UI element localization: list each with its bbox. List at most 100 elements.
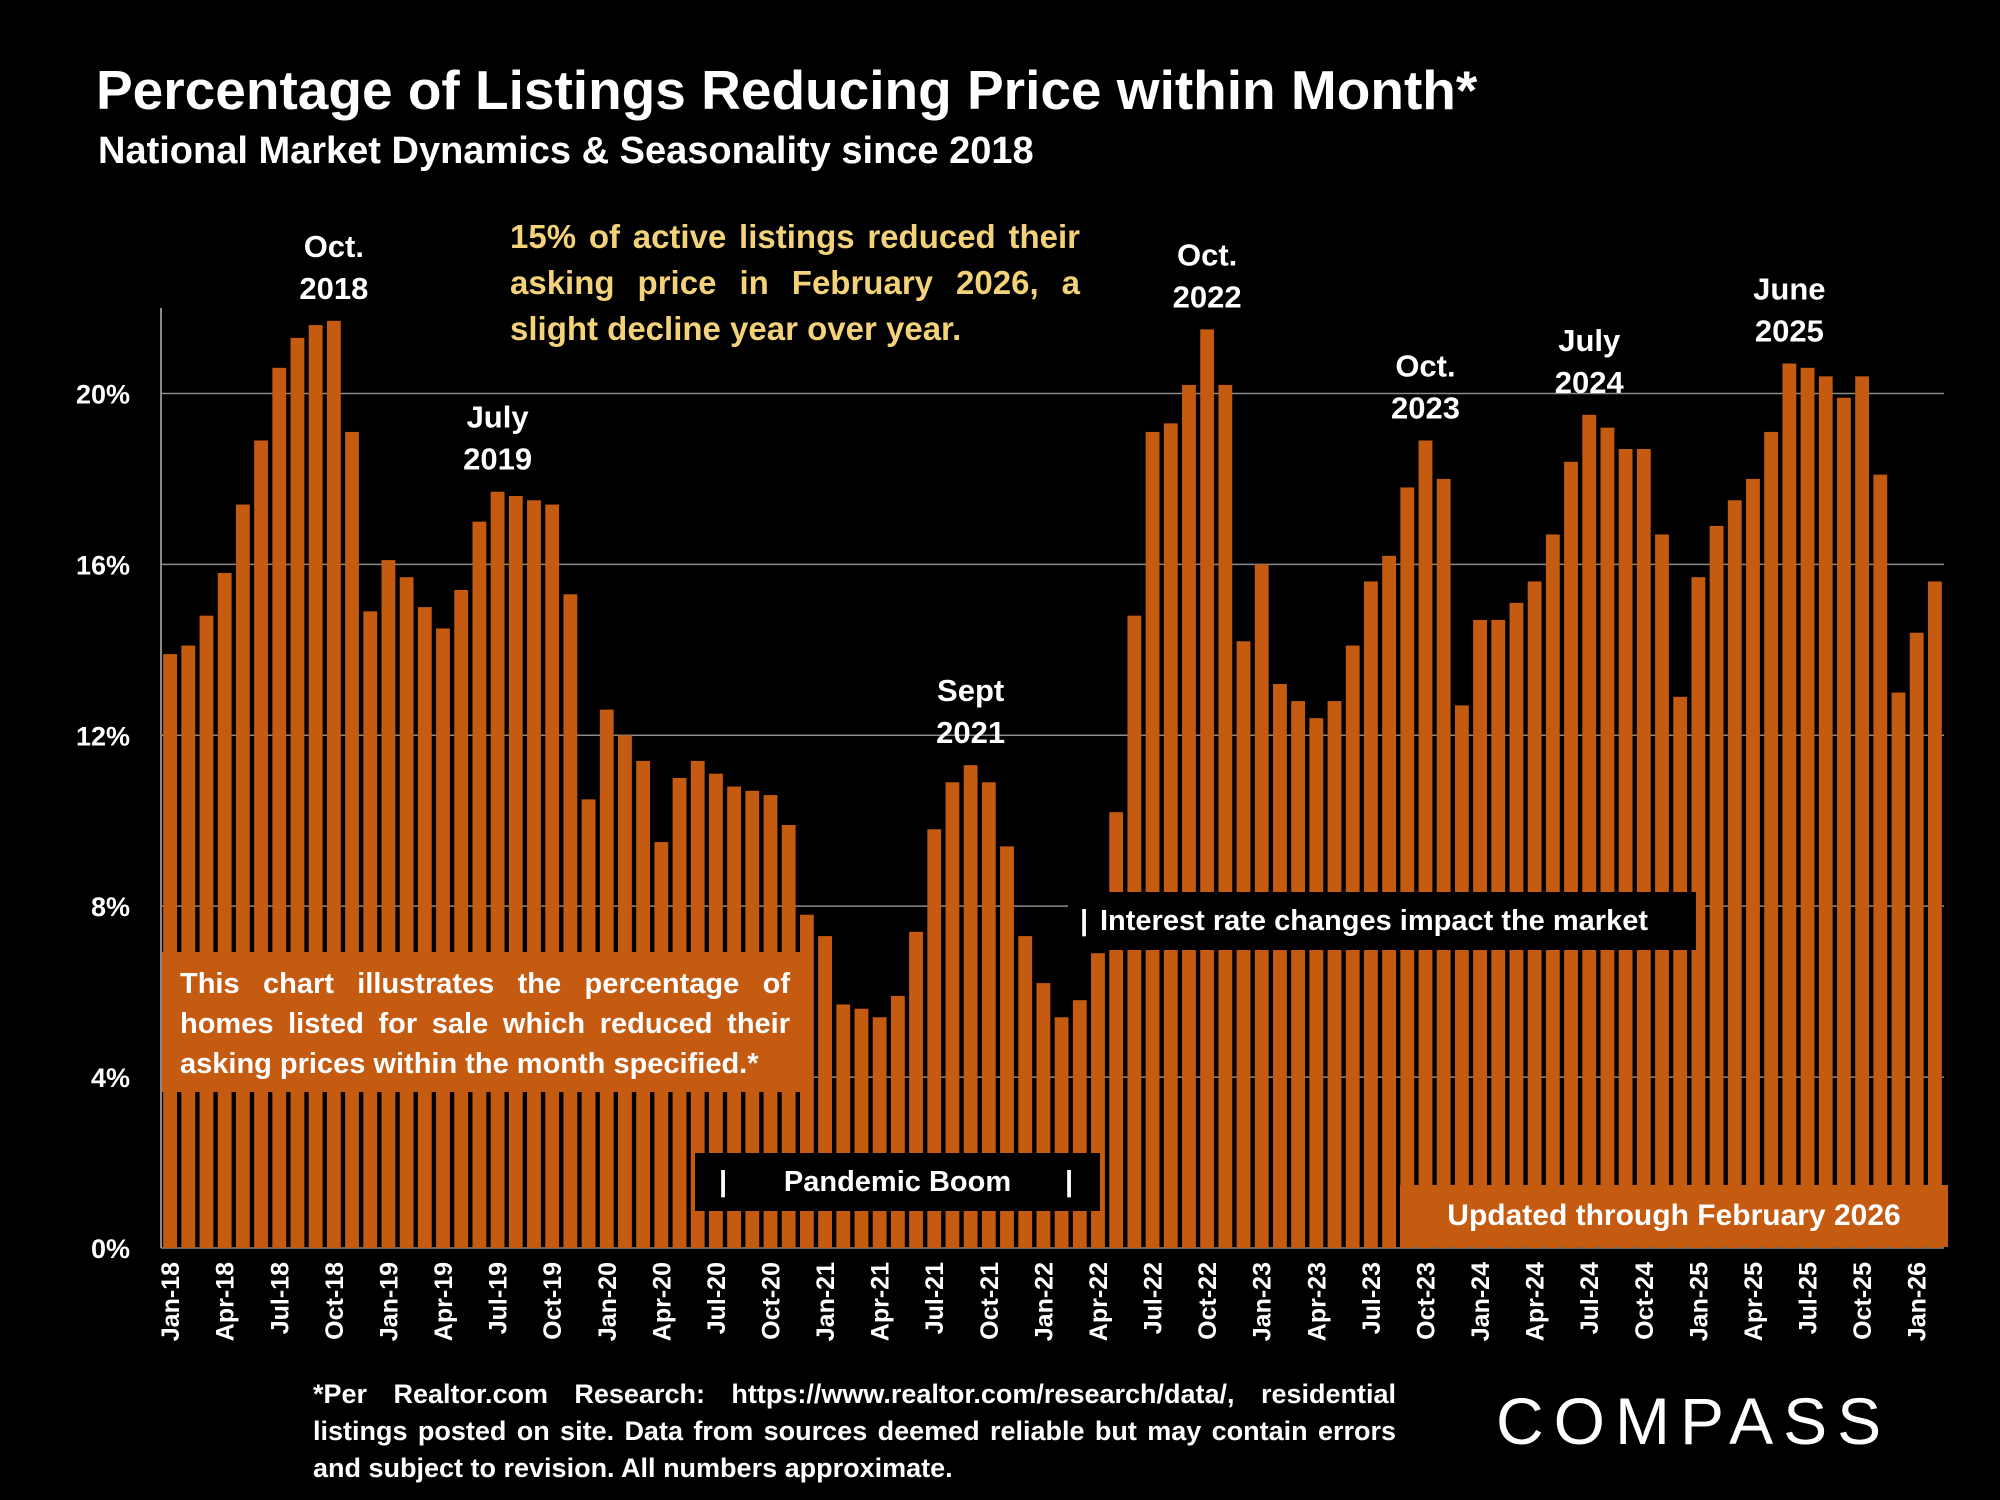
- pandemic-start-bracket: |: [719, 1166, 728, 1198]
- bar-Oct-25: [1855, 376, 1870, 1248]
- peak-annotation-Sep-21: Sept: [937, 673, 1004, 708]
- x-tick-label: Apr-24: [1522, 1262, 1550, 1341]
- peak-annotation-Jul-19: July: [467, 400, 530, 435]
- bar-May-19: [454, 590, 469, 1248]
- chart-subtitle: National Market Dynamics & Seasonality s…: [98, 130, 1034, 172]
- source-footnote: *Per Realtor.com Research: https://www.r…: [313, 1379, 1396, 1483]
- bar-Feb-21: [836, 1004, 851, 1248]
- explainer-text: This chart illustrates the percentage of…: [180, 968, 790, 1080]
- bar-Jul-18: [272, 367, 287, 1248]
- bar-Jul-22: [1145, 431, 1160, 1249]
- bar-Feb-18: [181, 645, 196, 1248]
- bar-Feb-22: [1054, 1017, 1069, 1248]
- bar-Dec-23: [1454, 705, 1469, 1248]
- bar-Nov-21: [1000, 846, 1014, 1248]
- updated-through-badge: Updated through February 2026: [1400, 1185, 1948, 1247]
- bar-Oct-22: [1200, 329, 1215, 1248]
- bar-Aug-24: [1600, 427, 1615, 1248]
- peak-annotation-Sep-21: 2021: [936, 715, 1005, 750]
- x-tick-label: Jan-24: [1467, 1262, 1495, 1341]
- bar-Apr-21: [872, 1017, 887, 1248]
- bar-Mar-18: [199, 615, 214, 1248]
- peak-annotation-Jul-24: July: [1558, 323, 1621, 358]
- bar-Sep-22: [1182, 384, 1196, 1249]
- compass-logo: COMPASS: [1496, 1384, 1892, 1458]
- x-tick-label: Apr-23: [1303, 1262, 1331, 1341]
- x-tick-label: Oct-19: [539, 1262, 567, 1340]
- bar-Aug-18: [290, 337, 305, 1249]
- x-tick-label: Oct-23: [1412, 1262, 1440, 1340]
- y-tick-label: 4%: [91, 1063, 130, 1093]
- peak-annotation-Jul-24: 2024: [1555, 365, 1625, 400]
- x-tick-label: Jul-25: [1795, 1262, 1823, 1334]
- bar-Jan-19: [381, 560, 396, 1248]
- x-tick-label: Jan-19: [375, 1262, 403, 1341]
- bar-Feb-26: [1927, 581, 1942, 1248]
- x-tick-label: Apr-21: [867, 1262, 895, 1341]
- chart-title: Percentage of Listings Reducing Price wi…: [96, 59, 1478, 121]
- peak-annotation-Oct-23: 2023: [1391, 390, 1460, 425]
- headline-callout: 15% of active listings reduced their ask…: [510, 218, 1080, 347]
- bar-Nov-22: [1218, 384, 1233, 1249]
- interest-rate-label: Interest rate changes impact the market: [1100, 905, 1648, 937]
- bar-Oct-21: [981, 782, 996, 1248]
- x-tick-label: Jul-21: [921, 1262, 949, 1334]
- bar-Nov-23: [1436, 478, 1451, 1249]
- x-tick-label: Oct-18: [321, 1262, 349, 1340]
- bar-Feb-19: [399, 577, 414, 1248]
- x-tick-label: Jul-22: [1140, 1262, 1168, 1334]
- peak-annotation-Oct-22: 2022: [1173, 279, 1242, 314]
- x-tick-label: Jan-22: [1030, 1262, 1058, 1341]
- bar-Sep-23: [1400, 487, 1415, 1248]
- x-tick-label: Apr-22: [1085, 1262, 1113, 1341]
- bar-Mar-21: [854, 1008, 869, 1248]
- bar-Aug-19: [508, 496, 523, 1248]
- bar-Jul-24: [1582, 414, 1597, 1248]
- bar-May-18: [235, 504, 250, 1249]
- bar-Apr-19: [436, 628, 450, 1248]
- y-tick-label: 16%: [76, 550, 130, 580]
- bar-Mar-23: [1291, 701, 1306, 1248]
- x-tick-label: Oct-25: [1849, 1262, 1877, 1340]
- x-tick-label: Oct-22: [1194, 1262, 1222, 1340]
- bar-Mar-19: [417, 607, 432, 1248]
- bar-Oct-24: [1636, 449, 1651, 1248]
- bar-Dec-24: [1673, 696, 1688, 1248]
- interest-rate-bracket: |: [1080, 905, 1089, 937]
- bar-Nov-24: [1655, 534, 1669, 1248]
- x-tick-label: Jul-24: [1576, 1262, 1604, 1334]
- x-tick-label: Apr-19: [430, 1262, 458, 1341]
- x-tick-label: Jul-20: [703, 1262, 731, 1334]
- x-tick-label: Jan-26: [1904, 1262, 1932, 1341]
- peak-annotation-Jun-25: 2025: [1755, 314, 1824, 349]
- bar-Jun-25: [1782, 363, 1797, 1249]
- peak-annotation-Oct-18: Oct.: [304, 229, 364, 264]
- bar-Sep-25: [1837, 397, 1851, 1248]
- explainer-box: This chart illustrates the percentage of…: [162, 952, 812, 1092]
- bar-Jan-18: [163, 654, 178, 1248]
- pandemic-boom-box: | Pandemic Boom |: [695, 1153, 1100, 1211]
- peak-annotation-Oct-23: Oct.: [1395, 348, 1455, 383]
- x-tick-label: Oct-20: [757, 1262, 785, 1340]
- bar-Jun-19: [472, 521, 487, 1248]
- bar-Nov-18: [345, 431, 359, 1249]
- x-tick-label: Oct-24: [1631, 1262, 1659, 1340]
- peak-annotation-Oct-22: Oct.: [1177, 237, 1237, 272]
- bar-May-23: [1327, 701, 1342, 1248]
- bar-Dec-25: [1891, 692, 1906, 1248]
- bar-Jun-24: [1564, 461, 1578, 1248]
- pandemic-boom-label: Pandemic Boom: [783, 1166, 1012, 1198]
- bar-May-22: [1109, 812, 1124, 1248]
- x-tick-label: Jan-23: [1249, 1262, 1277, 1341]
- bar-Mar-25: [1727, 500, 1742, 1249]
- peak-annotations: Oct. 2018 July 2019 Sept 2021 Oct. 2022 Oct. 2023…: [299, 229, 1825, 750]
- y-tick-label: 0%: [91, 1234, 130, 1264]
- x-tick-label: Jul-19: [485, 1262, 513, 1334]
- bar-Jan-25: [1691, 577, 1706, 1248]
- bar-Nov-19: [563, 594, 578, 1248]
- bar-Oct-23: [1418, 440, 1433, 1248]
- x-tick-label: Oct-21: [976, 1262, 1004, 1340]
- x-tick-label: Jan-21: [812, 1262, 840, 1341]
- bar-Feb-23: [1273, 684, 1287, 1248]
- x-tick-label: Apr-25: [1740, 1262, 1768, 1341]
